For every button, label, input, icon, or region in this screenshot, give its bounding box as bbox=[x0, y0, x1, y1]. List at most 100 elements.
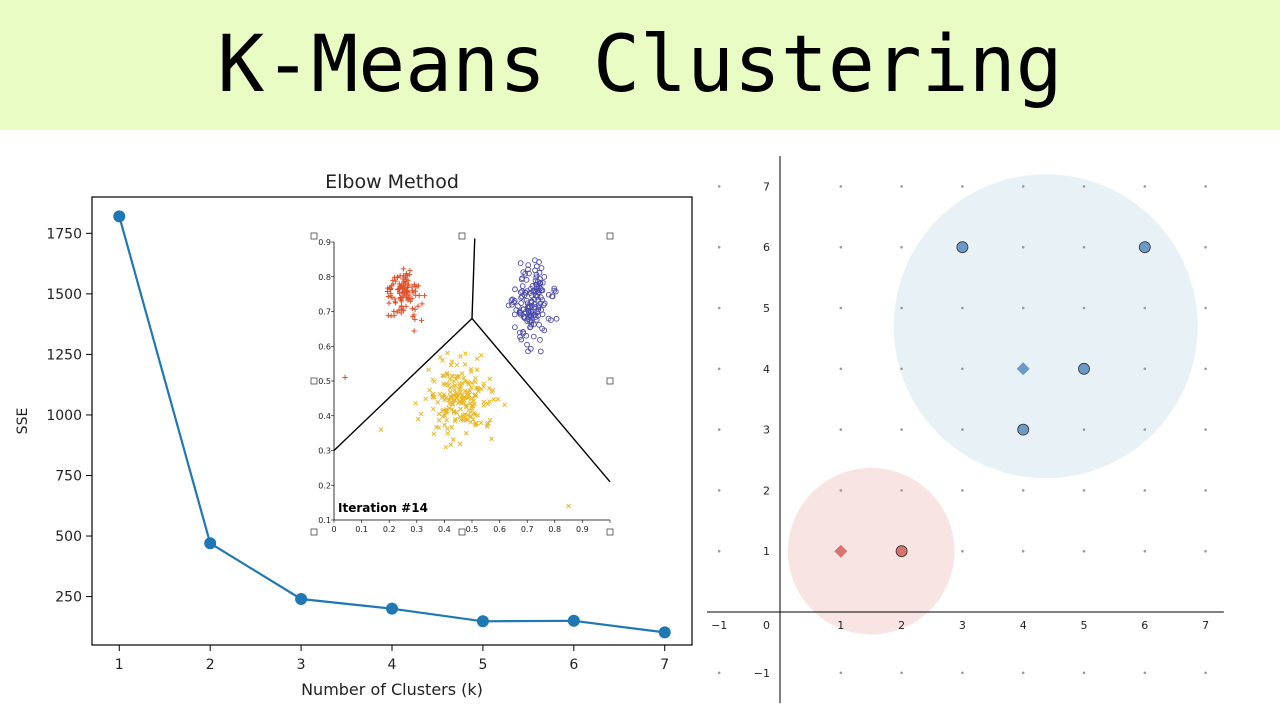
data-point bbox=[459, 371, 465, 376]
inset-x-tick-label: 0.5 bbox=[466, 525, 479, 534]
inset-x-tick-label: 0.8 bbox=[548, 525, 561, 534]
data-point bbox=[524, 341, 530, 348]
voronoi-boundary bbox=[471, 238, 476, 319]
data-point bbox=[529, 283, 536, 289]
data-point bbox=[481, 403, 487, 408]
y-tick-label: 1750 bbox=[46, 226, 82, 242]
grid-dot bbox=[839, 489, 843, 492]
data-point bbox=[525, 348, 531, 355]
data-point bbox=[449, 425, 455, 430]
data-point bbox=[427, 387, 432, 393]
grid-dot bbox=[839, 185, 843, 188]
data-point bbox=[409, 305, 416, 311]
data-point bbox=[447, 397, 452, 403]
grid-dot bbox=[900, 367, 903, 371]
data-point bbox=[532, 304, 539, 310]
data-point bbox=[474, 356, 480, 361]
data-point bbox=[525, 262, 532, 268]
data-point bbox=[518, 300, 524, 306]
data-point bbox=[472, 379, 478, 385]
resize-handle bbox=[606, 232, 614, 240]
data-point bbox=[484, 424, 490, 429]
data-point bbox=[400, 290, 407, 296]
data-point bbox=[458, 354, 463, 359]
data-point-blue bbox=[956, 241, 969, 254]
data-point bbox=[418, 317, 425, 324]
data-point bbox=[472, 401, 477, 407]
resize-handle bbox=[458, 232, 466, 240]
data-point bbox=[436, 411, 442, 417]
data-point bbox=[447, 389, 453, 395]
data-point bbox=[537, 337, 543, 343]
data-point bbox=[457, 381, 462, 387]
data-point bbox=[407, 267, 413, 274]
voronoi-boundary bbox=[333, 317, 473, 452]
data-point bbox=[399, 298, 405, 304]
data-point bbox=[523, 297, 530, 304]
inset-y-tick-label: 0.6 bbox=[318, 342, 331, 351]
data-point bbox=[517, 333, 523, 340]
cluster-points-plus bbox=[384, 266, 428, 334]
data-point bbox=[450, 401, 456, 407]
data-point bbox=[449, 359, 455, 364]
data-point bbox=[452, 383, 458, 388]
data-point bbox=[518, 336, 525, 343]
x-tick-label: 4 bbox=[388, 657, 397, 673]
data-point bbox=[533, 274, 540, 281]
data-point bbox=[419, 301, 425, 307]
data-point bbox=[549, 293, 555, 300]
data-point bbox=[410, 290, 416, 296]
data-point bbox=[440, 358, 445, 363]
chart-title: Elbow Method bbox=[325, 171, 459, 193]
data-point bbox=[502, 402, 507, 408]
data-point bbox=[478, 420, 484, 426]
resize-handle bbox=[606, 377, 614, 385]
data-point bbox=[468, 385, 474, 390]
x-tick-label: −1 bbox=[711, 619, 727, 632]
data-point bbox=[442, 397, 447, 403]
data-point bbox=[463, 351, 468, 356]
grid-dot bbox=[961, 428, 964, 431]
grid-dot bbox=[1204, 245, 1207, 249]
data-point bbox=[431, 431, 437, 437]
grid-dot bbox=[900, 671, 903, 675]
data-point bbox=[473, 393, 479, 399]
data-point bbox=[487, 376, 493, 382]
grid-dot bbox=[1204, 549, 1207, 553]
iteration-inset: 0 0.1 0.2 0.3 0.4 0.5 0.6 0.7 0.8 0.90.10.20.30.4… bbox=[310, 232, 616, 538]
inset-y-tick-label: 0.1 bbox=[318, 516, 331, 525]
grid-dot bbox=[1021, 549, 1025, 553]
outlier-point bbox=[566, 503, 571, 509]
grid-dot bbox=[1021, 306, 1025, 310]
grid-dot bbox=[1082, 428, 1086, 431]
y-tick-label: −1 bbox=[754, 667, 770, 680]
sse-data-point bbox=[567, 614, 580, 627]
resize-handle bbox=[310, 232, 318, 240]
grid-dot bbox=[1082, 549, 1086, 553]
data-point bbox=[487, 417, 493, 423]
grid-dot bbox=[839, 306, 843, 310]
data-point bbox=[413, 292, 419, 298]
data-point bbox=[552, 288, 559, 295]
inset-x-tick-label: 0.4 bbox=[438, 525, 451, 534]
title-banner: K-Means Clustering bbox=[0, 0, 1280, 130]
grid-dot bbox=[1204, 185, 1207, 188]
data-point bbox=[461, 375, 467, 381]
data-point bbox=[468, 419, 474, 425]
data-point bbox=[459, 396, 465, 402]
inset-x-tick-label: 0.7 bbox=[521, 525, 534, 534]
data-point bbox=[541, 274, 548, 280]
grid-dot bbox=[961, 367, 964, 371]
data-point bbox=[539, 325, 545, 332]
x-tick-label: 5 bbox=[1081, 619, 1088, 632]
y-tick-label: 7 bbox=[763, 180, 770, 193]
data-point bbox=[471, 398, 476, 404]
grid-dot bbox=[961, 489, 964, 492]
data-point bbox=[453, 416, 458, 422]
y-axis-label: SSE bbox=[15, 408, 31, 435]
data-point bbox=[532, 257, 538, 264]
grid-dot bbox=[717, 245, 721, 249]
data-point bbox=[430, 394, 436, 400]
data-point bbox=[398, 303, 405, 309]
data-point bbox=[487, 399, 492, 404]
